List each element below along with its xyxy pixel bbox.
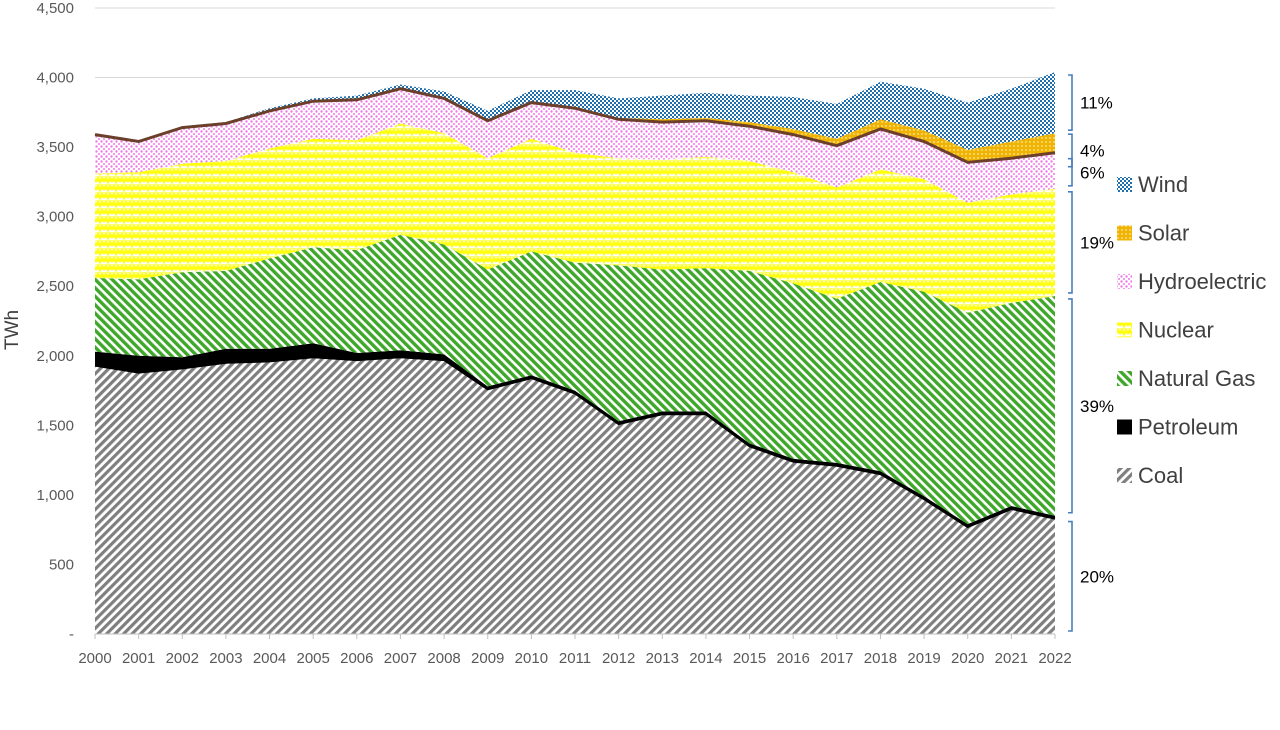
x-tick-label: 2007	[384, 650, 417, 667]
bracket-hydroelectric	[1068, 157, 1073, 187]
pct-label-natural-gas: 39%	[1080, 397, 1114, 416]
x-tick-label: 2004	[253, 650, 286, 667]
bracket-nuclear	[1068, 191, 1073, 294]
y-tick-label: 4,000	[36, 70, 74, 87]
legend-label-coal: Coal	[1138, 463, 1183, 488]
area-petroleum	[95, 343, 1055, 527]
x-tick-label: 2021	[995, 650, 1028, 667]
x-tick-label: 2002	[166, 650, 199, 667]
legend-label-hydroelectric: Hydroelectric	[1138, 269, 1266, 294]
y-tick-label: 4,500	[36, 0, 74, 17]
area-nuclear	[95, 123, 1055, 313]
x-tick-label: 2015	[733, 650, 766, 667]
y-tick-label: -	[69, 626, 74, 643]
area-wind	[95, 72, 1055, 150]
legend-label-natural-gas: Natural Gas	[1138, 366, 1255, 391]
y-axis-ticks: - 500 1,000 1,500 2,000 2,500 3,000 3,500 4,000 4…	[36, 0, 74, 643]
x-tick-label: 2003	[209, 650, 242, 667]
pct-label-wind: 11%	[1080, 94, 1113, 113]
bracket-natural-gas	[1068, 298, 1073, 514]
bracket-solar	[1068, 133, 1073, 168]
percentage-brackets: 11% 4% 6% 19% 39% 20%	[1068, 74, 1114, 632]
x-tick-label: 2005	[296, 650, 329, 667]
legend-label-solar: Solar	[1138, 221, 1189, 246]
legend-label-petroleum: Petroleum	[1138, 415, 1238, 440]
y-tick-label: 2,500	[36, 278, 74, 295]
x-tick-label: 2017	[820, 650, 853, 667]
x-tick-label: 2013	[646, 650, 679, 667]
y-tick-label: 3,500	[36, 139, 74, 156]
area-hydroelectric	[95, 88, 1055, 203]
bracket-wind	[1068, 74, 1073, 131]
x-tick-label: 2012	[602, 650, 635, 667]
x-tick-label: 2006	[340, 650, 373, 667]
hydro-boundary-line	[94, 87, 1056, 164]
y-tick-label: 1,500	[36, 417, 74, 434]
bracket-coal	[1068, 520, 1073, 632]
legend-swatch-coal	[1117, 468, 1132, 483]
x-tick-label: 2009	[471, 650, 504, 667]
coal-boundary-line	[94, 356, 1056, 529]
x-tick-label: 2014	[689, 650, 722, 667]
legend-swatch-hydroelectric	[1117, 274, 1132, 289]
x-tick-label: 2016	[776, 650, 809, 667]
y-tick-label: 2,000	[36, 348, 74, 365]
pct-label-hydroelectric: 6%	[1080, 163, 1105, 182]
y-tick-label: 3,000	[36, 209, 74, 226]
legend-swatch-natural-gas	[1117, 371, 1132, 386]
pct-label-nuclear: 19%	[1080, 233, 1114, 252]
x-tick-label: 2019	[907, 650, 940, 667]
legend-swatch-nuclear	[1117, 322, 1132, 338]
pct-label-solar: 4%	[1080, 141, 1105, 160]
area-coal	[95, 357, 1055, 634]
legend-swatch-solar	[1117, 225, 1132, 241]
x-tick-label: 2010	[515, 650, 548, 667]
area-solar	[95, 88, 1055, 163]
legend-label-nuclear: Nuclear	[1138, 318, 1214, 343]
pct-label-coal: 20%	[1080, 567, 1114, 586]
y-axis-label: TWh	[2, 310, 23, 350]
y-tick-label: 1,000	[36, 487, 74, 504]
x-tick-label: 2001	[122, 650, 155, 667]
legend-swatch-petroleum	[1117, 419, 1132, 435]
x-tick-label: 2018	[864, 650, 897, 667]
legend: Wind Solar Hydroelectric Nuclear Natural Gas…	[1117, 172, 1266, 488]
x-tick-label: 2008	[427, 650, 460, 667]
x-axis-ticks: 2000 2001 2002 2003 2004 2005 2006 2007 2008 2009…	[78, 633, 1072, 667]
area-natural-gas	[95, 234, 1055, 525]
x-tick-label: 2022	[1038, 650, 1071, 667]
x-tick-label: 2000	[78, 650, 111, 667]
x-tick-label: 2011	[559, 650, 591, 667]
y-tick-label: 500	[49, 556, 74, 573]
x-tick-label: 2020	[951, 650, 984, 667]
legend-swatch-wind	[1117, 177, 1132, 192]
area-series-group	[94, 72, 1056, 634]
legend-label-wind: Wind	[1138, 172, 1188, 197]
